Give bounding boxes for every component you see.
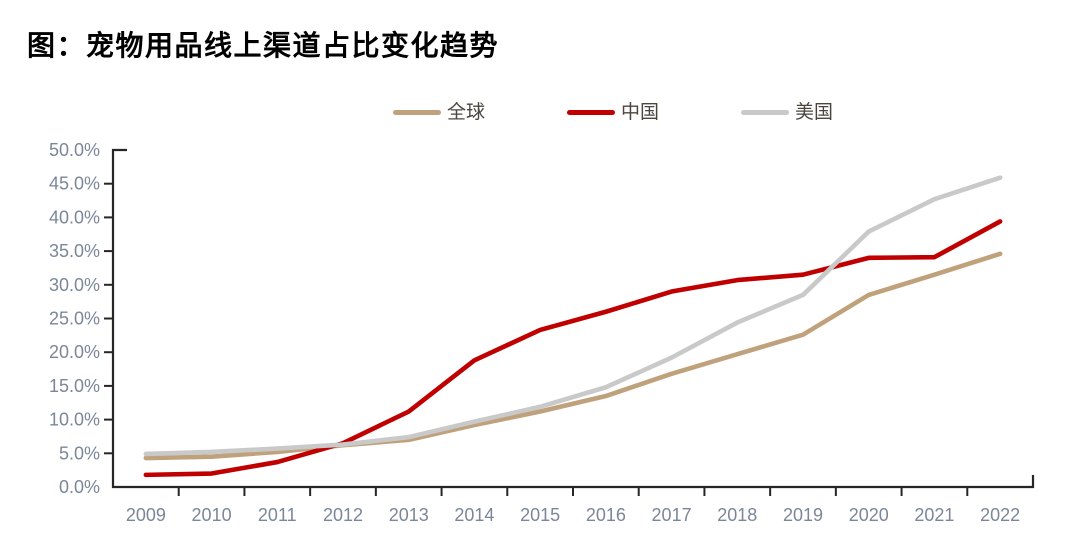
legend-item-china: 中国 <box>567 103 659 122</box>
axis-frame <box>111 148 1035 489</box>
x-tick-label: 2009 <box>126 505 166 525</box>
legend-swatch-global <box>393 110 441 115</box>
series-line-中国 <box>143 219 1003 478</box>
y-tick-label: 30.0% <box>49 275 100 295</box>
x-tick-label: 2019 <box>783 505 823 525</box>
legend-swatch-us <box>741 110 790 115</box>
x-tick-label: 2018 <box>717 505 757 525</box>
y-tick-label: 50.0% <box>49 140 100 160</box>
x-tick-label: 2010 <box>192 505 232 525</box>
series-line-全球 <box>143 251 1003 461</box>
x-tick-label: 2021 <box>914 505 954 525</box>
x-tick-label: 2013 <box>389 505 429 525</box>
x-tick-label: 2011 <box>258 505 297 525</box>
series-line-美国 <box>143 175 1003 457</box>
x-tick-label: 2012 <box>323 505 363 525</box>
chart-legend: 全球 中国 美国 <box>393 103 833 122</box>
x-tick-label: 2022 <box>980 505 1020 525</box>
y-tick-label: 45.0% <box>49 174 100 194</box>
y-tick-label: 40.0% <box>49 207 100 227</box>
legend-swatch-china <box>567 110 616 115</box>
y-tick-label: 0.0% <box>59 477 100 497</box>
y-tick-label: 35.0% <box>49 241 100 261</box>
x-tick-label: 2017 <box>652 505 692 525</box>
legend-label-global: 全球 <box>447 101 486 123</box>
chart-title: 图：宠物用品线上渠道占比变化趋势 <box>27 29 500 62</box>
y-tick-label: 20.0% <box>49 342 100 362</box>
y-tick-label: 15.0% <box>49 376 100 396</box>
x-tick-label: 2014 <box>454 505 494 525</box>
x-tick-label: 2020 <box>849 505 889 525</box>
legend-item-global: 全球 <box>393 103 485 122</box>
y-tick-label: 25.0% <box>49 309 100 329</box>
x-tick-label: 2015 <box>520 505 560 525</box>
x-tick-label: 2016 <box>586 505 626 525</box>
legend-label-us: 美国 <box>795 101 834 123</box>
legend-item-us: 美国 <box>741 103 833 122</box>
legend-label-china: 中国 <box>621 101 660 123</box>
y-tick-label: 5.0% <box>59 443 100 463</box>
y-tick-label: 10.0% <box>49 410 100 430</box>
